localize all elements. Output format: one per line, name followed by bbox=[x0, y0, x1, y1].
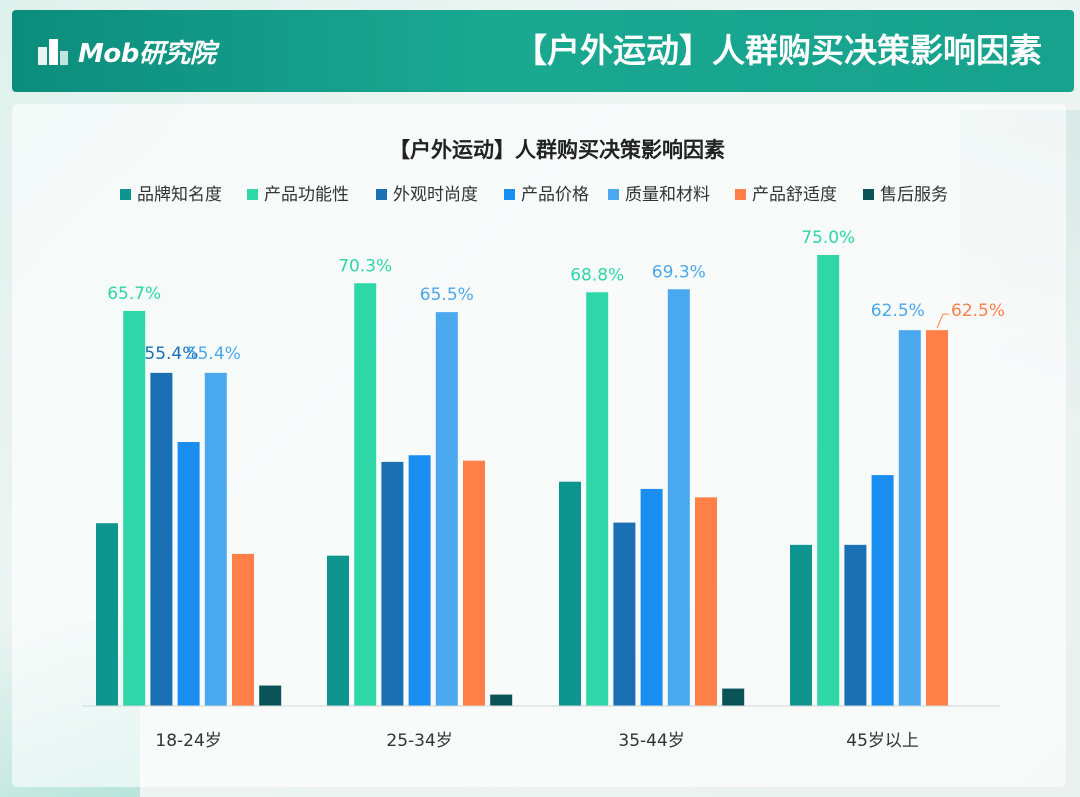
legend-label: 品牌知名度 bbox=[137, 185, 222, 205]
legend-label: 产品舒适度 bbox=[752, 185, 837, 205]
chart-legend: 品牌知名度 产品功能性 外观时尚度 产品价格 质量和材料 产品舒适度 售后服务 bbox=[120, 185, 948, 205]
legend-label: 质量和材料 bbox=[625, 185, 710, 205]
bar bbox=[695, 497, 717, 706]
bar bbox=[96, 523, 118, 706]
bar bbox=[898, 330, 921, 706]
legend-swatch bbox=[735, 189, 746, 200]
bar bbox=[613, 522, 636, 706]
legend-label: 外观时尚度 bbox=[393, 185, 478, 205]
bar bbox=[586, 292, 609, 706]
data-label: 62.5% bbox=[871, 301, 925, 321]
bar bbox=[722, 688, 745, 706]
legend-swatch bbox=[120, 189, 131, 200]
bar bbox=[871, 475, 894, 706]
bar bbox=[354, 283, 377, 706]
bar bbox=[844, 544, 867, 706]
data-labels: 65.7% 55.4%55.4% 70.3% 65.5% 68.8% 69.3% 75.0%… bbox=[107, 228, 1005, 364]
bar bbox=[123, 310, 146, 706]
bar bbox=[435, 312, 458, 706]
bar bbox=[640, 488, 663, 706]
bar bbox=[150, 372, 173, 706]
data-label: 55.4% bbox=[144, 344, 198, 364]
data-label: 69.3% bbox=[652, 262, 706, 282]
bar bbox=[790, 544, 812, 706]
data-label: 75.0% bbox=[801, 228, 855, 248]
chart-bars bbox=[96, 255, 948, 706]
x-tick-label: 35-44岁 bbox=[618, 731, 684, 751]
legend-swatch bbox=[608, 189, 619, 200]
bar bbox=[490, 694, 513, 706]
bar bbox=[204, 372, 227, 706]
bar bbox=[177, 442, 200, 706]
legend-swatch bbox=[376, 189, 387, 200]
legend-swatch bbox=[863, 189, 874, 200]
legend-label: 产品功能性 bbox=[264, 185, 349, 205]
x-tick-label: 25-34岁 bbox=[386, 731, 452, 751]
header-banner: Mob研究院 【户外运动】人群购买决策影响因素 bbox=[12, 10, 1074, 92]
x-axis-ticks: 18-24岁 25-34岁 35-44岁 45岁以上 bbox=[155, 731, 919, 751]
legend-label: 售后服务 bbox=[880, 185, 948, 205]
bar bbox=[327, 555, 349, 706]
data-label: 68.8% bbox=[570, 265, 624, 285]
logo: Mob研究院 bbox=[36, 30, 216, 72]
bar bbox=[559, 481, 581, 706]
label-leader-line bbox=[936, 313, 949, 329]
x-tick-label: 45岁以上 bbox=[846, 731, 919, 751]
bar bbox=[381, 461, 404, 706]
bar bbox=[408, 455, 431, 706]
page-title: 【户外运动】人群购买决策影响因素 bbox=[514, 31, 1042, 70]
legend-swatch bbox=[247, 189, 258, 200]
bar bbox=[463, 460, 485, 706]
data-label: 65.7% bbox=[107, 284, 161, 304]
bar bbox=[232, 553, 254, 706]
bar bbox=[259, 685, 282, 706]
data-label: 70.3% bbox=[338, 256, 392, 276]
legend-label: 产品价格 bbox=[521, 185, 589, 205]
bar bbox=[817, 255, 840, 706]
chart-title: 【户外运动】人群购买决策影响因素 bbox=[389, 138, 725, 162]
data-label: 65.5% bbox=[420, 285, 474, 305]
x-tick-label: 18-24岁 bbox=[155, 731, 221, 751]
logo-text: Mob研究院 bbox=[78, 38, 216, 69]
legend-swatch bbox=[504, 189, 515, 200]
bar bbox=[667, 289, 690, 706]
data-label: 62.5% bbox=[951, 301, 1005, 321]
bar bbox=[926, 330, 948, 706]
data-label: 55.4% bbox=[187, 344, 241, 364]
logo-building-icon bbox=[38, 39, 68, 65]
